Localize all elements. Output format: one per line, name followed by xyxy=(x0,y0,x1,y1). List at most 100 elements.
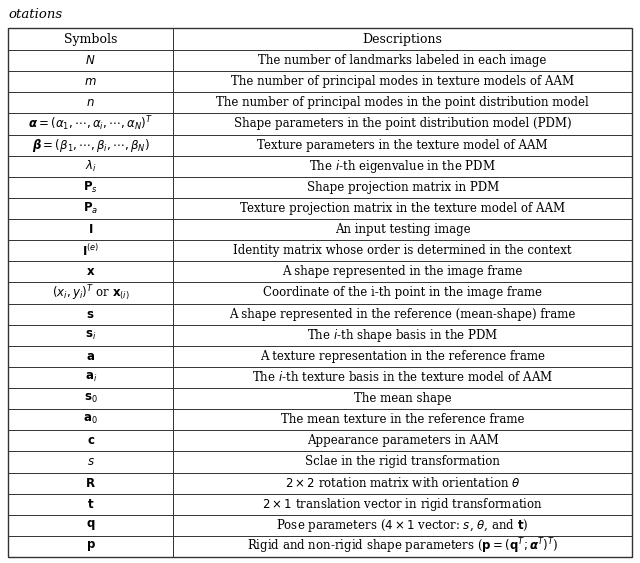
Bar xyxy=(173,28,632,50)
Text: $\mathbf{I}^{(e)}$: $\mathbf{I}^{(e)}$ xyxy=(82,243,99,258)
Text: $s$: $s$ xyxy=(87,455,95,468)
Bar xyxy=(173,71,632,92)
Bar xyxy=(173,536,632,557)
Bar xyxy=(8,198,173,219)
Text: A texture representation in the reference frame: A texture representation in the referenc… xyxy=(260,350,545,363)
Bar xyxy=(173,388,632,409)
Text: A shape represented in the reference (mean-shape) frame: A shape represented in the reference (me… xyxy=(230,307,576,320)
Text: Texture parameters in the texture model of AAM: Texture parameters in the texture model … xyxy=(257,138,548,151)
Text: The mean shape: The mean shape xyxy=(354,392,451,405)
Bar xyxy=(173,240,632,261)
Bar xyxy=(8,219,173,240)
Bar xyxy=(8,325,173,346)
Bar xyxy=(8,430,173,452)
Bar xyxy=(8,50,173,71)
Bar xyxy=(8,92,173,113)
Text: An input testing image: An input testing image xyxy=(335,223,470,236)
Bar xyxy=(8,472,173,494)
Bar xyxy=(8,113,173,135)
Bar xyxy=(8,261,173,283)
Text: Sclae in the rigid transformation: Sclae in the rigid transformation xyxy=(305,455,500,468)
Text: $\mathbf{s}$: $\mathbf{s}$ xyxy=(86,307,95,320)
Text: $n$: $n$ xyxy=(86,96,95,109)
Bar xyxy=(8,155,173,177)
Text: Pose parameters ($4 \times 1$ vector: $s$, $\theta$, and $\mathbf{t}$): Pose parameters ($4 \times 1$ vector: $s… xyxy=(276,517,529,534)
Bar xyxy=(8,409,173,430)
Bar xyxy=(8,135,173,155)
Text: $\mathbf{P}_s$: $\mathbf{P}_s$ xyxy=(83,180,98,195)
Text: $\mathbf{a}_0$: $\mathbf{a}_0$ xyxy=(83,413,98,426)
Text: $\mathbf{p}$: $\mathbf{p}$ xyxy=(86,539,95,553)
Bar xyxy=(8,494,173,515)
Text: $m$: $m$ xyxy=(84,75,97,88)
Text: $N$: $N$ xyxy=(86,54,96,67)
Bar xyxy=(173,261,632,283)
Bar xyxy=(8,367,173,388)
Text: The $i$-th shape basis in the PDM: The $i$-th shape basis in the PDM xyxy=(307,327,498,343)
Text: $(x_i, y_i)^T$ or $\mathbf{x}_{(i)}$: $(x_i, y_i)^T$ or $\mathbf{x}_{(i)}$ xyxy=(52,283,129,303)
Text: Symbols: Symbols xyxy=(64,33,117,46)
Bar xyxy=(173,515,632,536)
Bar xyxy=(173,346,632,367)
Text: $\mathbf{R}$: $\mathbf{R}$ xyxy=(85,476,96,490)
Bar xyxy=(173,198,632,219)
Text: The $i$-th eigenvalue in the PDM: The $i$-th eigenvalue in the PDM xyxy=(309,158,496,175)
Bar xyxy=(173,219,632,240)
Bar xyxy=(173,452,632,472)
Text: $\mathbf{c}$: $\mathbf{c}$ xyxy=(86,434,95,448)
Text: $\lambda_i$: $\lambda_i$ xyxy=(85,159,97,174)
Text: The number of principal modes in the point distribution model: The number of principal modes in the poi… xyxy=(216,96,589,109)
Text: Shape projection matrix in PDM: Shape projection matrix in PDM xyxy=(307,181,499,194)
Text: Texture projection matrix in the texture model of AAM: Texture projection matrix in the texture… xyxy=(240,202,565,215)
Text: $\mathbf{I}$: $\mathbf{I}$ xyxy=(88,223,93,236)
Text: $\mathbf{s}_0$: $\mathbf{s}_0$ xyxy=(84,392,97,405)
Bar xyxy=(173,283,632,303)
Bar xyxy=(173,303,632,325)
Bar xyxy=(8,283,173,303)
Text: otations: otations xyxy=(8,8,62,21)
Text: $2 \times 2$ rotation matrix with orientation $\theta$: $2 \times 2$ rotation matrix with orient… xyxy=(285,476,520,490)
Bar xyxy=(173,92,632,113)
Bar xyxy=(8,388,173,409)
Bar xyxy=(173,409,632,430)
Text: $\mathbf{q}$: $\mathbf{q}$ xyxy=(86,519,95,532)
Text: $\mathbf{a}$: $\mathbf{a}$ xyxy=(86,350,95,363)
Text: The number of landmarks labeled in each image: The number of landmarks labeled in each … xyxy=(259,54,547,67)
Bar xyxy=(173,430,632,452)
Text: A shape represented in the image frame: A shape represented in the image frame xyxy=(282,265,523,278)
Bar xyxy=(8,71,173,92)
Text: $\mathbf{x}$: $\mathbf{x}$ xyxy=(86,265,95,278)
Text: Shape parameters in the point distribution model (PDM): Shape parameters in the point distributi… xyxy=(234,118,572,131)
Text: Descriptions: Descriptions xyxy=(363,33,443,46)
Bar xyxy=(8,452,173,472)
Text: $\mathbf{a}_i$: $\mathbf{a}_i$ xyxy=(84,371,97,384)
Text: $\boldsymbol{\beta} = (\beta_1, \cdots, \beta_i, \cdots, \beta_N)$: $\boldsymbol{\beta} = (\beta_1, \cdots, … xyxy=(32,137,150,154)
Bar xyxy=(8,177,173,198)
Text: The $i$-th texture basis in the texture model of AAM: The $i$-th texture basis in the texture … xyxy=(252,370,553,385)
Bar xyxy=(173,177,632,198)
Text: The mean texture in the reference frame: The mean texture in the reference frame xyxy=(281,413,524,426)
Text: $\boldsymbol{\alpha} = (\alpha_1, \cdots, \alpha_i, \cdots, \alpha_N)^T$: $\boldsymbol{\alpha} = (\alpha_1, \cdots… xyxy=(28,115,153,133)
Text: The number of principal modes in texture models of AAM: The number of principal modes in texture… xyxy=(231,75,574,88)
Text: $\mathbf{s}_i$: $\mathbf{s}_i$ xyxy=(85,329,97,342)
Text: Rigid and non-rigid shape parameters ($\mathbf{p} = (\mathbf{q}^T; \boldsymbol{\: Rigid and non-rigid shape parameters ($\… xyxy=(247,537,559,556)
Bar xyxy=(173,155,632,177)
Bar xyxy=(8,346,173,367)
Bar xyxy=(173,325,632,346)
Text: $2 \times 1$ translation vector in rigid transformation: $2 \times 1$ translation vector in rigid… xyxy=(262,495,543,513)
Text: $\mathbf{P}_a$: $\mathbf{P}_a$ xyxy=(83,201,99,216)
Bar xyxy=(8,240,173,261)
Bar xyxy=(8,303,173,325)
Text: Identity matrix whose order is determined in the context: Identity matrix whose order is determine… xyxy=(234,244,572,257)
Bar xyxy=(8,515,173,536)
Bar xyxy=(173,472,632,494)
Bar xyxy=(173,135,632,155)
Text: Coordinate of the i-th point in the image frame: Coordinate of the i-th point in the imag… xyxy=(263,287,542,300)
Bar xyxy=(8,536,173,557)
Bar xyxy=(173,50,632,71)
Bar xyxy=(173,494,632,515)
Text: $\mathbf{t}$: $\mathbf{t}$ xyxy=(87,498,94,511)
Bar xyxy=(173,113,632,135)
Text: Appearance parameters in AAM: Appearance parameters in AAM xyxy=(307,434,499,448)
Bar xyxy=(8,28,173,50)
